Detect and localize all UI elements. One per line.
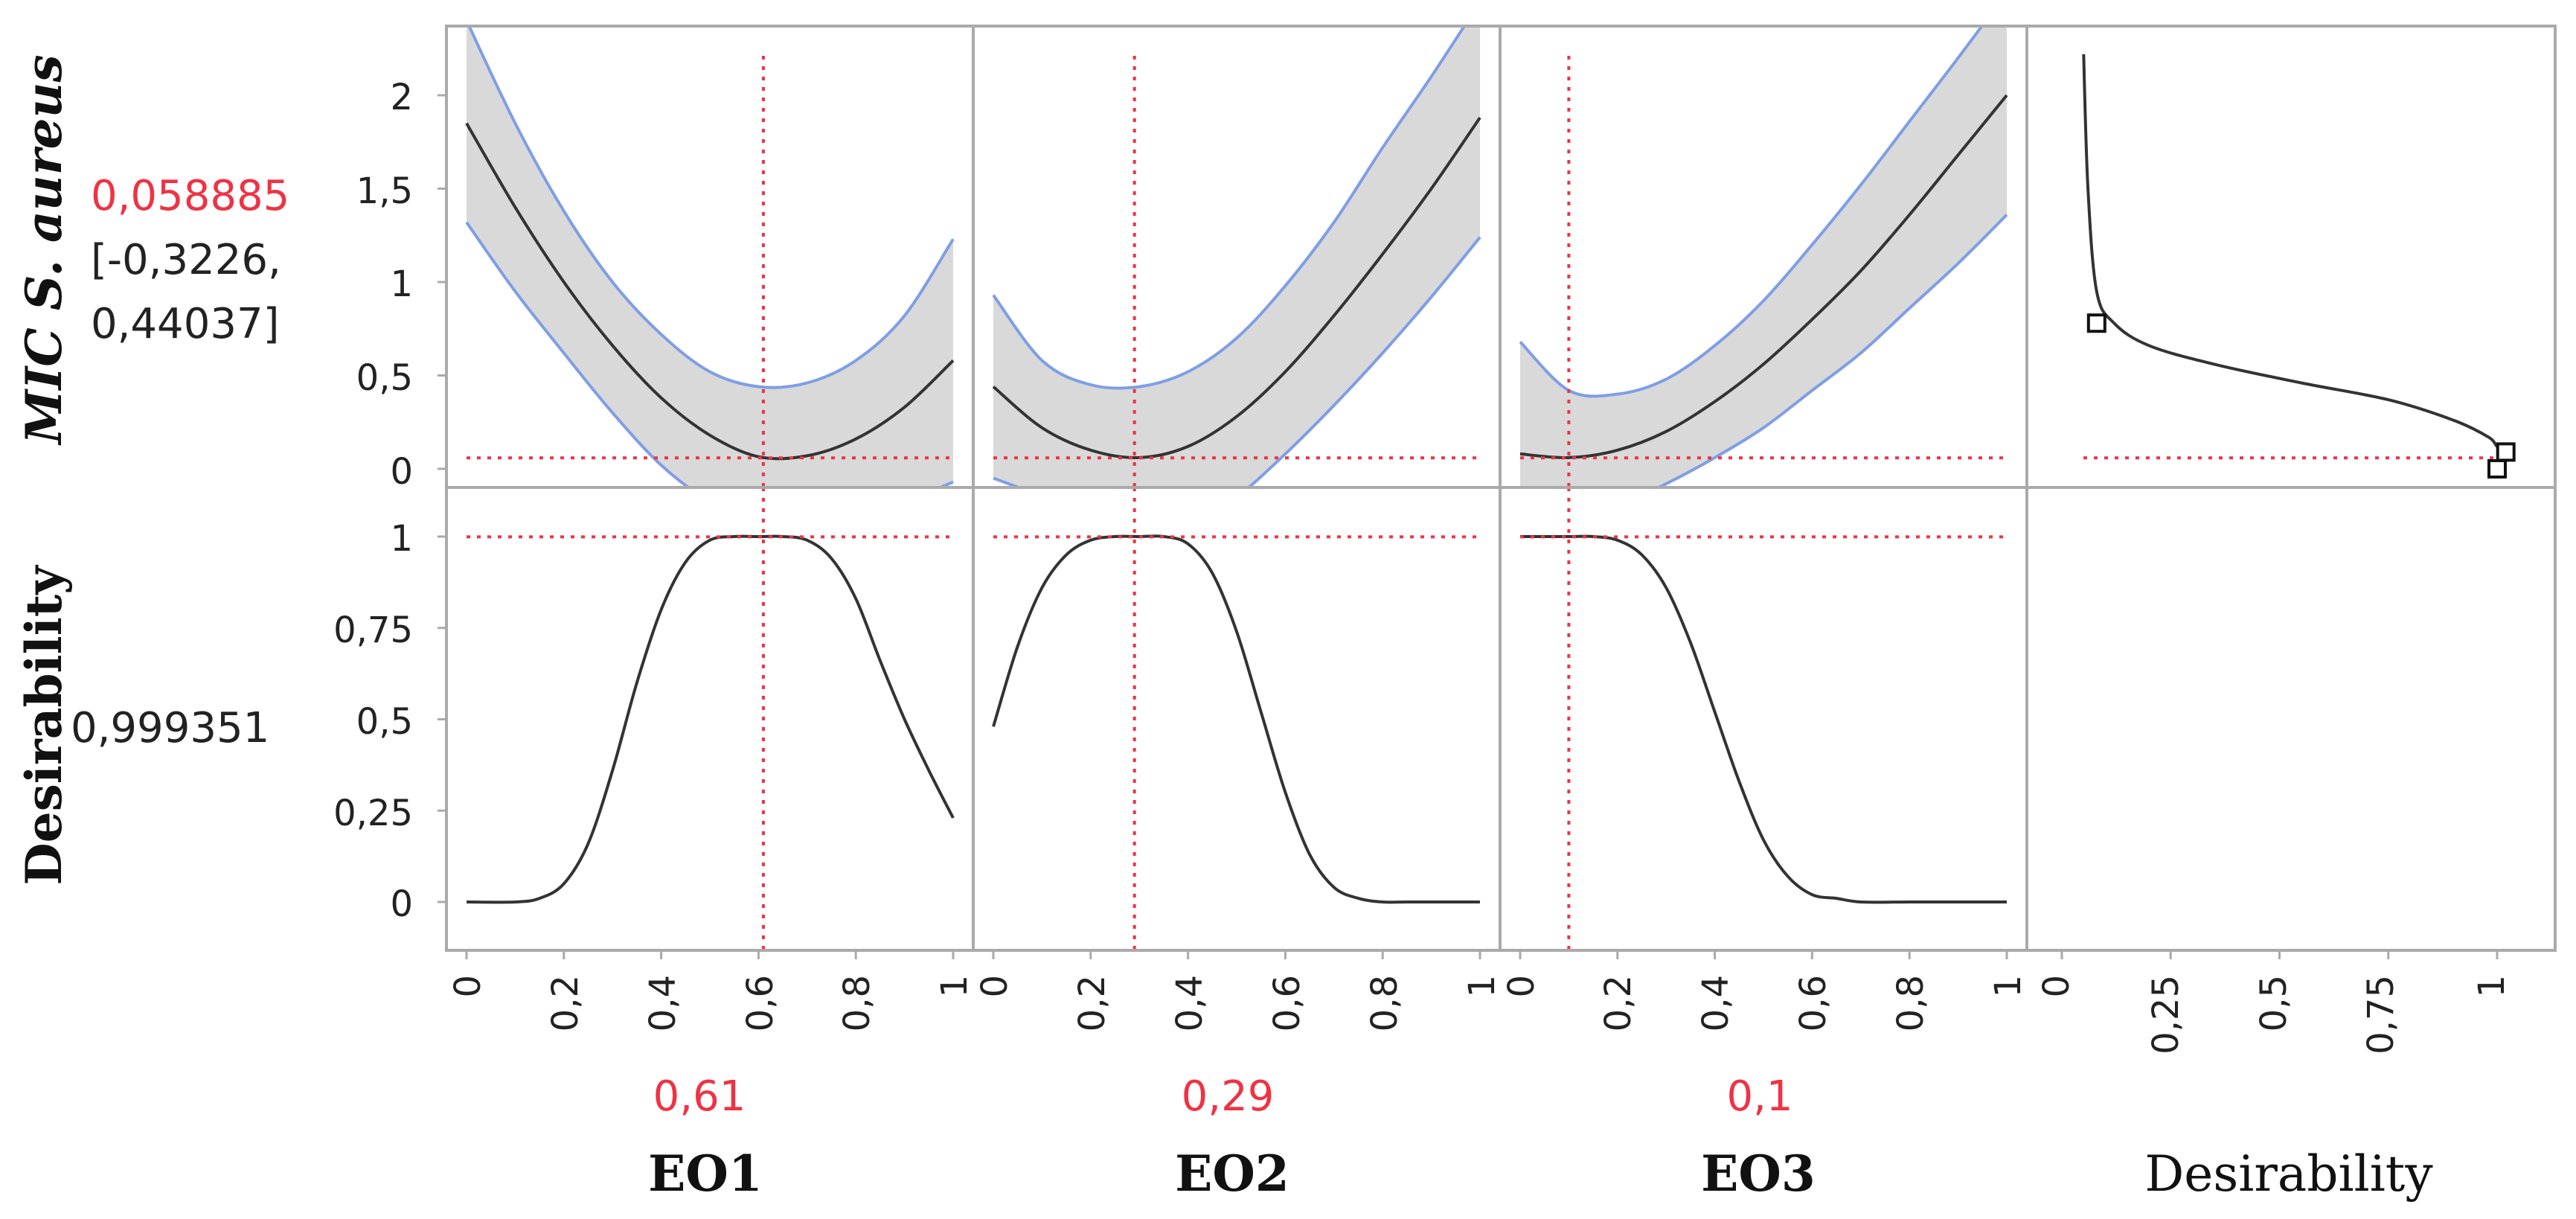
- desirability-trace: [1520, 534, 2007, 904]
- x-tick-label: 1: [1987, 975, 2029, 998]
- y-tick-label: 0,25: [333, 793, 413, 834]
- lower-confidence-line: [993, 236, 1481, 487]
- y-tick-label: 0,5: [356, 701, 413, 743]
- y-tick-label: 0,5: [356, 357, 413, 399]
- x-tick-label: 0,5: [2253, 975, 2295, 1031]
- cell-frames: [445, 25, 2557, 952]
- x-tick-label: 0,8: [1890, 975, 1932, 1031]
- y-tick-label: 0: [390, 451, 413, 493]
- x-tick-label: 0: [2036, 975, 2077, 998]
- y-tick-label: 0: [390, 883, 413, 925]
- desirability-row-title: Desirability: [15, 565, 73, 886]
- y-tick-label: 1: [390, 263, 413, 305]
- confidence-band: [993, 26, 1480, 487]
- response-title: MIC S. aureus: [15, 54, 73, 445]
- desirability-axis-title: Desirability: [2144, 1145, 2433, 1203]
- eo1-current-value: 0,61: [653, 1072, 746, 1121]
- upper-confidence-line: [467, 26, 955, 389]
- desirability-value: 0,999351: [71, 704, 269, 752]
- confidence-band: [467, 26, 953, 487]
- eo2-x-axis: 0 0,2 0,4 0,6 0,8 1: [974, 975, 1503, 1031]
- eo1-response-plot: [465, 26, 955, 487]
- x-tick-label: 0,4: [642, 975, 684, 1031]
- prediction-curve: [1519, 94, 2008, 459]
- prediction-curve: [992, 116, 1481, 460]
- eo3-x-axis: 0 0,2 0,4 0,6 0,8 1: [1501, 975, 2029, 1031]
- eo3-axis-title: EO3: [1701, 1145, 1816, 1203]
- x-tick-label: 0,6: [1792, 975, 1834, 1031]
- response-y-axis: 2 1,5 1 0,5 0: [356, 77, 413, 493]
- eo2-current-value: 0,29: [1182, 1072, 1275, 1121]
- x-tick-label: 0,4: [1169, 975, 1211, 1031]
- desirability-function-curve: [2082, 54, 2507, 452]
- confidence-band: [1520, 26, 2007, 487]
- desirability-y-axis: 1 0,75 0,5 0,25 0: [333, 518, 413, 925]
- x-tick-label: 0,25: [2145, 975, 2187, 1055]
- predicted-value: 0,058885: [91, 172, 289, 220]
- eo2-response-plot: [992, 26, 1481, 487]
- x-tick-label: 0,6: [740, 975, 781, 1031]
- prediction-curve: [465, 122, 955, 461]
- x-tick-label: 0: [447, 975, 489, 998]
- x-tick-label: 0,2: [1598, 975, 1639, 1031]
- x-tick-label: 0: [1501, 975, 1542, 998]
- y-tick-label: 2: [390, 77, 413, 118]
- y-tick-label: 0,75: [333, 610, 413, 651]
- eo1-x-axis: 0 0,2 0,4 0,6 0,8 1: [447, 975, 975, 1031]
- confidence-interval-line2: 0,44037]: [91, 300, 279, 348]
- lower-confidence-line: [465, 221, 954, 487]
- x-tick-label: 1: [934, 975, 975, 998]
- x-tick-label: 0,2: [545, 975, 586, 1031]
- desirability-handle: [2487, 459, 2507, 479]
- eo3-desirability-plot: [1520, 487, 2007, 950]
- eo2-axis-title: EO2: [1175, 1145, 1289, 1203]
- eo3-current-value: 0,1: [1726, 1072, 1792, 1121]
- upper-confidence-line: [992, 26, 1467, 390]
- y-tick-label: 1,5: [356, 170, 413, 212]
- x-tick-label: 0,2: [1071, 975, 1113, 1031]
- eo1-axis-title: EO1: [648, 1145, 763, 1203]
- desirability-trace: [466, 534, 955, 904]
- upper-confidence-line: [1519, 26, 1984, 398]
- x-tick-label: 1: [2471, 975, 2513, 998]
- x-tick-label: 0,6: [1266, 975, 1308, 1031]
- eo3-response-plot: [1519, 26, 2008, 487]
- x-tick-label: 0: [974, 975, 1016, 998]
- y-tick-label: 1: [390, 518, 413, 560]
- x-tick-label: 0,4: [1695, 975, 1737, 1031]
- desirability-function-plot: [2082, 54, 2516, 479]
- desirability-x-axis: 0 0,25 0,5 0,75 1: [2036, 975, 2513, 1055]
- x-tick-label: 0,8: [836, 975, 878, 1031]
- eo2-desirability-plot: [992, 487, 1480, 950]
- desirability-trace: [992, 534, 1480, 904]
- x-tick-label: 0,8: [1364, 975, 1406, 1031]
- x-tick-label: 0,75: [2360, 975, 2402, 1055]
- confidence-interval-line1: [-0,3226,: [91, 236, 281, 284]
- desirability-handle: [2496, 442, 2516, 462]
- x-tick-label: 1: [1461, 975, 1503, 998]
- lower-confidence-line: [1655, 214, 2008, 487]
- desirability-handle: [2086, 313, 2106, 333]
- eo1-desirability-plot: [466, 487, 955, 950]
